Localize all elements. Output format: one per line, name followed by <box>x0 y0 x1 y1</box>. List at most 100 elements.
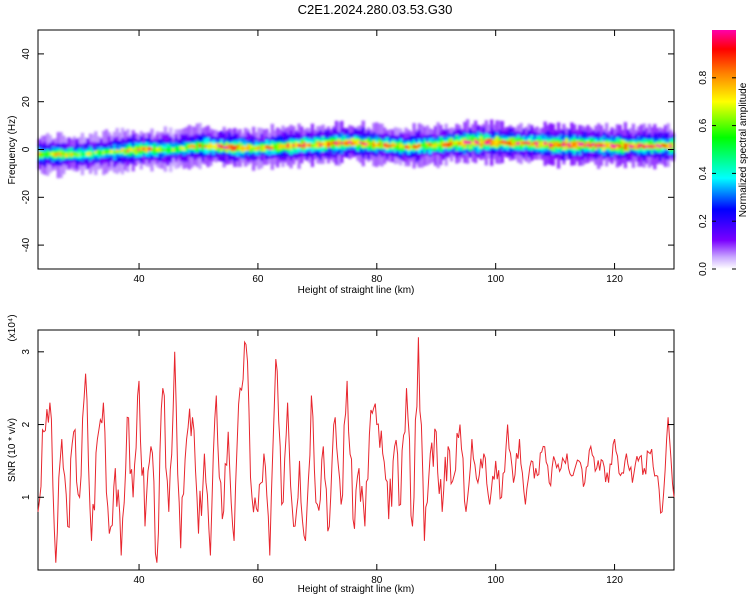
heatmap-cell <box>126 149 130 153</box>
heatmap-cell <box>409 145 414 150</box>
heatmap-cell <box>230 146 234 150</box>
heatmap-cell <box>174 146 178 151</box>
heatmap-cell <box>391 143 395 147</box>
heatmap-cell <box>591 142 595 147</box>
heatmap-cell <box>538 143 542 146</box>
heatmap-cell <box>243 147 248 150</box>
heatmap-cell <box>407 146 411 150</box>
heatmap-cell <box>543 141 547 146</box>
heatmap-cell <box>439 142 443 146</box>
heatmap-cell <box>147 147 151 151</box>
snr-y-ticks: 1 2 3 <box>21 349 674 500</box>
heatmap-cell <box>393 144 398 150</box>
heatmap-cell <box>380 143 384 146</box>
colorbar-tick-label: 0.0 <box>698 262 709 276</box>
heatmap-cell <box>615 143 620 150</box>
heatmap-cell <box>559 143 563 147</box>
heatmap-cell <box>583 143 587 147</box>
heatmap-cell <box>75 153 79 157</box>
heatmap-cell <box>294 143 299 148</box>
heatmap-cell <box>613 145 617 149</box>
y-tick-label: 2 <box>21 421 32 427</box>
heatmap-cell <box>599 143 603 147</box>
heatmap-cell <box>589 143 593 148</box>
snr-x-ticks: 40 60 80 100 120 <box>133 330 623 586</box>
spectrogram-y-axis-label: Frequency (Hz) <box>7 116 18 185</box>
heatmap-cell <box>516 141 521 146</box>
y-tick-label: 40 <box>21 48 32 60</box>
heatmap-cell <box>340 141 344 145</box>
heatmap-cell <box>420 144 424 147</box>
spectrogram-panel: 40 60 80 100 120 -40 -20 0 20 40 Height of strai… <box>7 29 675 296</box>
heatmap-cell <box>385 144 389 148</box>
heatmap-cell <box>388 144 392 148</box>
heatmap-cell <box>300 144 304 148</box>
heatmap-cell <box>72 152 77 156</box>
heatmap-cell <box>38 152 42 155</box>
heatmap-cell <box>455 141 459 147</box>
heatmap-cell <box>54 153 58 157</box>
heatmap-cell <box>56 152 60 155</box>
heatmap-cell <box>83 153 87 156</box>
heatmap-cell <box>96 152 101 156</box>
heatmap-cell <box>214 144 218 148</box>
heatmap-cell <box>225 145 229 150</box>
heatmap-cell <box>238 146 242 150</box>
heatmap-cell <box>364 142 368 146</box>
heatmap-cell <box>107 151 111 154</box>
heatmap-cell <box>289 143 293 148</box>
heatmap-cell <box>511 141 515 147</box>
heatmap-cell <box>120 148 125 153</box>
heatmap-cell <box>482 140 486 144</box>
heatmap-cell <box>222 146 226 149</box>
heatmap-cell <box>265 145 269 149</box>
heatmap-cell <box>468 140 472 145</box>
heatmap-cell <box>452 141 456 145</box>
heatmap-cell <box>535 142 539 146</box>
x-tick-label: 120 <box>606 575 623 586</box>
heatmap-cell <box>310 143 315 147</box>
heatmap-cell <box>621 143 625 147</box>
heatmap-cell <box>153 147 157 151</box>
heatmap-cell <box>163 148 167 152</box>
heatmap-cell <box>661 143 665 147</box>
heatmap-cell <box>492 141 496 145</box>
x-tick-label: 100 <box>487 274 504 285</box>
heatmap-cell <box>655 143 660 148</box>
heatmap-cell <box>262 145 266 150</box>
heatmap-cell <box>209 143 213 148</box>
heatmap-cell <box>115 149 119 153</box>
heatmap-cell <box>417 143 422 147</box>
heatmap-cell <box>436 142 440 146</box>
heatmap-cell <box>597 142 601 148</box>
heatmap-cell <box>142 147 146 151</box>
heatmap-cell <box>48 152 52 155</box>
heatmap-cell <box>302 143 307 147</box>
heatmap-cell <box>104 151 109 155</box>
spectrogram-heatmap <box>38 119 675 179</box>
heatmap-cell <box>663 144 668 148</box>
x-tick-label: 40 <box>133 274 145 285</box>
heatmap-cell <box>393 143 398 147</box>
heatmap-cell <box>241 145 245 150</box>
heatmap-cell <box>506 142 510 145</box>
heatmap-cell <box>211 145 216 149</box>
heatmap-cell <box>155 147 159 151</box>
heatmap-cell <box>428 143 432 146</box>
heatmap-cell <box>94 151 98 157</box>
heatmap-cell <box>444 143 448 147</box>
heatmap-cell <box>618 144 622 148</box>
x-tick-label: 100 <box>487 575 504 586</box>
heatmap-cell <box>567 142 571 147</box>
y-tick-label: 1 <box>21 494 32 500</box>
heatmap-cell <box>337 141 341 145</box>
heatmap-cell <box>201 144 205 147</box>
heatmap-cell <box>297 144 301 148</box>
heatmap-cell <box>94 150 98 154</box>
x-tick-label: 60 <box>252 274 264 285</box>
heatmap-cell <box>610 143 614 148</box>
heatmap-cell <box>650 144 654 149</box>
heatmap-cell <box>431 144 435 148</box>
heatmap-cell <box>67 152 71 157</box>
